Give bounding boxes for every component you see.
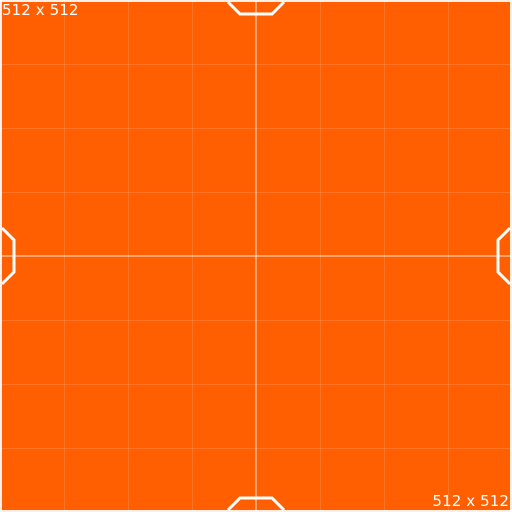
size-label-top-left: 512 x 512	[2, 1, 79, 19]
right-center-notch	[496, 226, 512, 286]
right-border	[510, 0, 512, 512]
top-border	[0, 0, 512, 2]
bottom-border	[0, 510, 512, 512]
bottom-center-notch	[226, 496, 286, 512]
top-center-notch	[226, 0, 286, 16]
size-label-bottom-right: 512 x 512	[432, 492, 509, 510]
left-border	[0, 0, 2, 512]
left-center-notch	[0, 226, 16, 286]
